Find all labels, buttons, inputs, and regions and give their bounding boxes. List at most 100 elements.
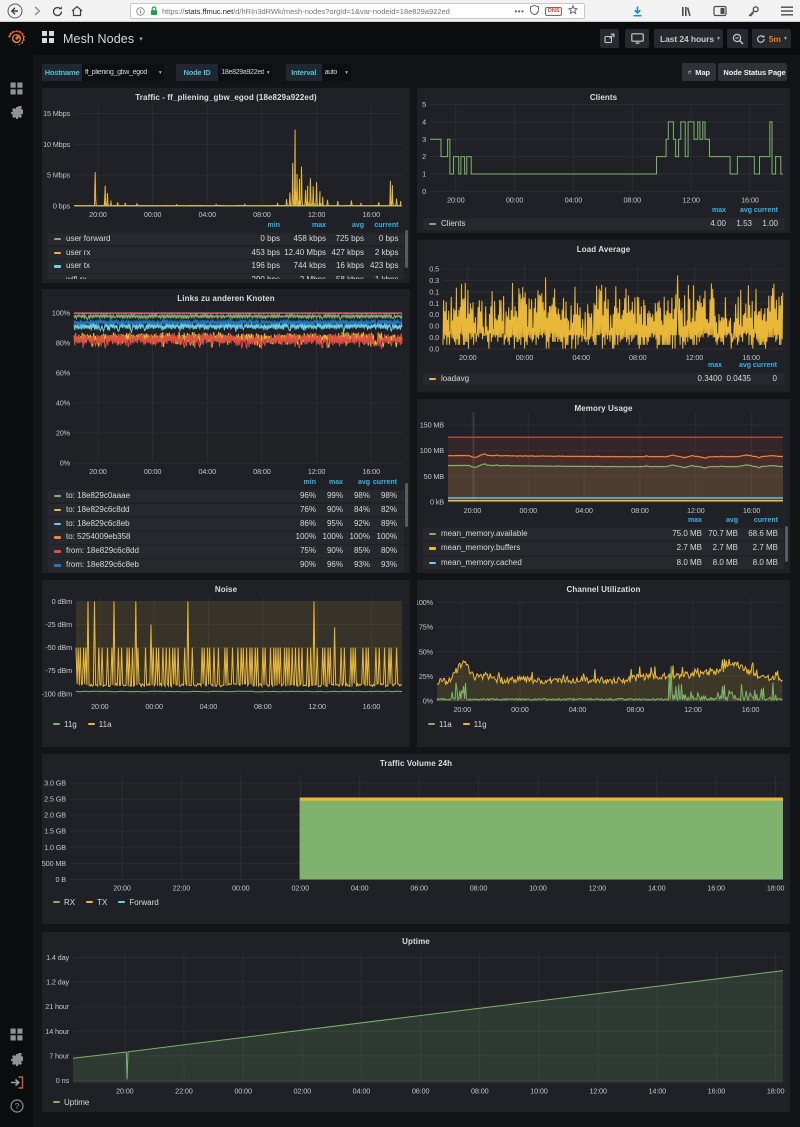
legend-row[interactable]: to: 18e829c6c8eb 86% 95% 92% 89% <box>48 518 404 531</box>
sidemenu-bottom-sign-in-icon[interactable] <box>0 1076 33 1089</box>
back-icon[interactable] <box>6 2 24 20</box>
legend-row[interactable]: user tx 196 bps 744 kbps 16 kbps 423 bps <box>48 260 404 273</box>
panel-title-memory[interactable]: Memory Usage <box>574 404 633 413</box>
series-label[interactable]: Clients <box>441 218 466 228</box>
chart-traffic[interactable]: 0 bps 5 Mbps 10 Mbps 15 Mbps 20:00 00:00 04:00… <box>42 88 410 283</box>
legend-row[interactable]: mean_memory.buffers 2.7 MB 2.7 MB 2.7 MB <box>423 542 784 555</box>
sidemenu-dashboards-icon[interactable] <box>0 82 33 95</box>
legend-item-11a[interactable]: 11a <box>87 720 112 729</box>
legend-col-avg[interactable]: avg <box>357 479 370 486</box>
panel-title-uptime[interactable]: Uptime <box>402 937 430 946</box>
legend-col-min[interactable]: min <box>267 222 280 229</box>
chart-cu[interactable]: 0% 25% 50% 75% 100% 20:00 00:00 04:00 08:00 12:00… <box>417 580 790 747</box>
legend-item-RX[interactable]: RX <box>53 898 75 907</box>
bookmark-star-icon[interactable] <box>567 4 579 17</box>
share-button[interactable] <box>600 29 619 48</box>
panel-title-cu[interactable]: Channel Utilization <box>566 585 641 594</box>
sidemenu-bottom-dashboards-icon[interactable] <box>0 1028 33 1041</box>
legend-scrollbar[interactable] <box>405 230 408 268</box>
legend-row[interactable]: Clients 4.00 1.53 1.00 <box>423 218 784 231</box>
legend-item-11g[interactable]: 11g <box>462 720 487 729</box>
variable-value-node-id[interactable]: 18e829a922ed ▾ <box>218 64 273 81</box>
legend-col-current[interactable]: current <box>752 362 777 369</box>
page-actions-icon[interactable]: ••• <box>514 6 525 16</box>
legend-item-Uptime[interactable]: Uptime <box>53 1098 89 1107</box>
series-label[interactable]: mean_memory.available <box>441 528 528 538</box>
legend-col-max[interactable]: max <box>311 222 326 229</box>
legend-item-Forward[interactable]: Forward <box>118 898 159 907</box>
legend-scrollbar[interactable] <box>405 483 408 527</box>
legend-row[interactable]: to: 18e829c0aaae 96% 99% 98% 98% <box>48 490 404 503</box>
reload-icon[interactable] <box>48 2 66 20</box>
chart-links[interactable]: 0% 20% 40% 60% 80% 100% 20:00 00:00 04:00 08:00 12… <box>42 289 410 573</box>
sidebar-toggle-icon[interactable] <box>711 2 729 20</box>
series-label[interactable]: from: 18e829c6c8eb <box>66 560 139 570</box>
legend-col-current[interactable]: current <box>753 207 778 214</box>
series-label[interactable]: loadavg <box>441 373 470 383</box>
legend-col-avg[interactable]: avg <box>739 207 752 214</box>
legend-col-max[interactable]: max <box>711 207 726 214</box>
series-label[interactable]: to: 5254009eb358 <box>66 532 131 542</box>
forward-icon[interactable] <box>28 2 46 20</box>
chart-tv[interactable]: 0 B 500 MB 1.0 GB 1.5 GB 2.0 GB 2.5 GB 3.0 GB 2… <box>42 754 790 924</box>
time-range-button[interactable]: Last 24 hours ▾ <box>654 29 723 48</box>
legend-col-max[interactable]: max <box>707 362 722 369</box>
legend-col-avg[interactable]: avg <box>738 362 751 369</box>
shield-icon[interactable] <box>530 5 540 17</box>
panel-title-tv[interactable]: Traffic Volume 24h <box>379 759 453 768</box>
legend-col-avg[interactable]: avg <box>725 517 738 524</box>
legend-row[interactable]: loadavg 0.3400 0.0435 0 <box>423 373 784 386</box>
download-icon[interactable] <box>628 2 646 20</box>
series-label[interactable]: user forward <box>66 233 111 243</box>
legend-col-current[interactable]: current <box>374 222 399 229</box>
refresh-button[interactable]: 5m ▾ <box>752 29 791 48</box>
variable-value-hostname[interactable]: ff_pliening_gbw_egod ▾ <box>82 64 165 81</box>
panel-title-clients[interactable]: Clients <box>589 93 618 102</box>
chart-noise[interactable]: -100 dBm -75 dBm -50 dBm -25 dBm 0 dBm 20:00 0… <box>42 580 410 747</box>
variable-value-interval[interactable]: auto ▾ <box>321 64 351 81</box>
series-label[interactable]: wifi rx <box>66 274 86 279</box>
key-icon[interactable] <box>744 2 762 20</box>
sidemenu-configuration-icon[interactable] <box>0 106 33 120</box>
legend-row[interactable]: mean_memory.available 75.0 MB 70.7 MB 68.6 … <box>423 528 784 541</box>
legend-row[interactable]: to: 18e829c6c8dd 76% 90% 84% 82% <box>48 504 404 517</box>
legend-row[interactable]: from: 18e829c6c8dd 75% 90% 85% 80% <box>48 545 404 558</box>
sidemenu-bottom-configuration-icon[interactable] <box>0 1053 33 1067</box>
legend-col-max[interactable]: max <box>687 517 702 524</box>
legend-row[interactable]: mean_memory.cached 8.0 MB 8.0 MB 8.0 MB <box>423 557 784 570</box>
legend-col-avg[interactable]: avg <box>351 222 364 229</box>
series-label[interactable]: user rx <box>66 247 91 257</box>
zoom-out-button[interactable] <box>727 29 748 48</box>
legend-row[interactable]: user rx 453 bps 12.40 Mbps 427 kbps 2 kbps <box>48 247 404 260</box>
series-label[interactable]: user tx <box>66 261 91 271</box>
site-info-icon[interactable] <box>136 6 145 16</box>
dashboard-link-node-status-page[interactable]: Node Status Page <box>718 63 787 81</box>
series-label[interactable]: mean_memory.buffers <box>441 543 521 553</box>
legend-row[interactable]: user forward 0 bps 458 kbps 725 bps 0 bps <box>48 233 404 246</box>
legend-item-11a[interactable]: 11a <box>428 720 452 729</box>
menu-icon[interactable] <box>778 2 796 20</box>
legend-item-11g[interactable]: 11g <box>53 720 77 729</box>
library-icon[interactable] <box>677 2 695 20</box>
chart-memory[interactable]: 0 kB 50 MB 100 MB 150 MB 20:00 00:00 04:00 08:0… <box>417 399 790 573</box>
legend-col-current[interactable]: current <box>372 479 397 486</box>
panel-title-noise[interactable]: Noise <box>214 585 238 594</box>
legend-col-current[interactable]: current <box>753 517 778 524</box>
dashboard-title-button[interactable]: Mesh Nodes ▾ <box>42 22 143 55</box>
series-label[interactable]: to: 18e829c6c8dd <box>66 504 130 514</box>
series-label[interactable]: to: 18e829c0aaae <box>66 490 131 500</box>
panel-title-links[interactable]: Links zu anderen Knoten <box>177 294 275 303</box>
panel-title-traffic[interactable]: Traffic - ff_pliening_gbw_egod (18e829a9… <box>135 93 317 102</box>
url-bar[interactable]: https://stats.ffmuc.net/d/hRIn3dRWk/mesh… <box>130 3 585 19</box>
series-label[interactable]: mean_memory.cached <box>441 557 522 567</box>
grafana-logo[interactable] <box>0 28 33 49</box>
dashboard-link-map[interactable]: Map <box>682 63 716 81</box>
chart-clients[interactable]: 0 1 2 3 4 5 20:00 00:00 04:00 08:00 12:00 16:00 <box>417 88 790 233</box>
chart-uptime[interactable]: 0 ns 7 hour 14 hour 21 hour 1.2 day 1.4 day 20… <box>42 932 790 1112</box>
legend-scrollbar[interactable] <box>785 526 788 562</box>
lock-icon[interactable] <box>150 6 158 16</box>
chart-loadavg[interactable]: 0.0 0.0 0.0 0.0 0.1 0.1 0.3 0.5 20:00 00:00 04:00 0… <box>417 240 790 392</box>
sidemenu-bottom-help-icon[interactable]: ? <box>0 1099 33 1113</box>
legend-row[interactable]: to: 5254009eb358 100% 100% 100% 100% <box>48 531 404 544</box>
series-label[interactable]: to: 18e829c6c8eb <box>66 518 130 528</box>
